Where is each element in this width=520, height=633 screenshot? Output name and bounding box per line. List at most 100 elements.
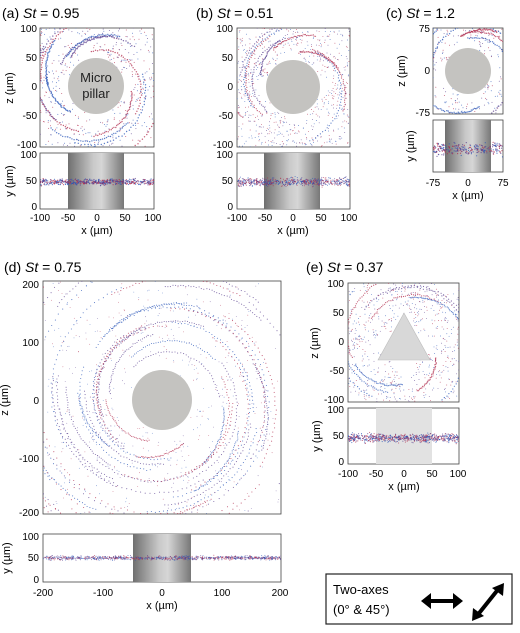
panel-c-title: (c) St = 1.2: [386, 5, 455, 21]
particle-dot: [312, 22, 313, 23]
particle-dot: [74, 49, 77, 51]
particle-dot: [148, 116, 150, 118]
particle-dot: [366, 62, 367, 63]
particle-dot: [264, 106, 266, 108]
particle-dot: [285, 185, 287, 187]
particle-dot: [163, 53, 164, 54]
particle-dot: [353, 71, 354, 72]
particle-dot: [301, 177, 303, 179]
particle-dot: [425, 58, 426, 59]
particle-dot: [261, 43, 263, 45]
particle-dot: [45, 72, 48, 74]
particle-dot: [101, 49, 103, 51]
particle-dot: [45, 107, 47, 110]
particle-dot: [147, 181, 149, 183]
particle-dot: [452, 103, 454, 105]
particle-dot: [134, 122, 137, 124]
particle-dot: [229, 131, 230, 132]
particle-dot: [261, 58, 263, 60]
particle-dot: [52, 179, 54, 182]
tick-label: 50: [119, 213, 131, 224]
particle-dot: [147, 89, 149, 91]
particle-dot: [360, 38, 361, 39]
particle-dot: [57, 181, 59, 183]
particle-dot: [457, 28, 459, 29]
particle-dot: [154, 118, 155, 119]
particle-dot: [63, 23, 64, 24]
particle-dot: [357, 36, 358, 37]
particle-dot: [248, 58, 251, 60]
particle-dot: [45, 75, 47, 78]
particle-dot: [431, 74, 432, 75]
particle-dot: [255, 146, 257, 147]
particle-dot: [284, 180, 286, 182]
particle-dot: [339, 94, 341, 96]
particle-dot: [317, 52, 319, 55]
particle-dot: [275, 62, 277, 64]
particle-dot: [336, 19, 337, 20]
particle-dot: [419, 59, 420, 60]
particle-dot: [269, 180, 271, 182]
particle-dot: [262, 74, 264, 76]
particle-dot: [328, 58, 330, 60]
particle-dot: [447, 25, 448, 26]
particle-dot: [49, 182, 51, 185]
particle-dot: [47, 120, 49, 122]
particle-dot: [504, 71, 505, 72]
particle-dot: [143, 100, 145, 103]
particle-dot: [113, 16, 114, 17]
particle-dot: [45, 74, 47, 77]
particle-dot: [320, 20, 321, 21]
particle-dot: [84, 33, 86, 34]
particle-dot: [499, 47, 501, 49]
particle-dot: [471, 109, 473, 111]
particle-dot: [312, 52, 314, 54]
particle-dot: [261, 143, 263, 145]
particle-dot: [54, 28, 56, 30]
particle-dot: [348, 179, 350, 181]
particle-dot: [252, 78, 254, 80]
particle-dot: [245, 106, 247, 108]
particle-dot: [40, 28, 42, 29]
particle-dot: [136, 99, 138, 101]
particle-dot: [76, 44, 78, 46]
particle-dot: [369, 105, 370, 106]
particle-dot: [448, 56, 450, 58]
particle-dot: [245, 77, 247, 79]
particle-dot: [130, 126, 132, 128]
particle-dot: [118, 122, 121, 125]
particle-dot: [152, 38, 154, 40]
particle-dot: [162, 136, 163, 137]
particle-dot: [321, 179, 323, 181]
particle-dot: [159, 103, 160, 104]
panel-c-side-particles: [433, 141, 503, 158]
particle-dot: [265, 110, 268, 112]
particle-dot: [40, 80, 42, 82]
particle-dot: [99, 36, 102, 39]
particle-dot: [261, 113, 263, 115]
particle-dot: [474, 111, 476, 112]
particle-dot: [157, 45, 158, 46]
particle-dot: [262, 75, 264, 77]
particle-dot: [330, 179, 332, 181]
particle-dot: [442, 49, 444, 51]
particle-dot: [358, 90, 359, 91]
particle-dot: [478, 119, 479, 120]
particle-dot: [347, 185, 348, 187]
particle-dot: [264, 68, 266, 70]
particle-dot: [429, 81, 430, 82]
particle-dot: [225, 91, 226, 92]
particle-dot: [102, 14, 103, 15]
particle-dot: [440, 146, 442, 148]
particle-dot: [311, 25, 312, 26]
particle-dot: [150, 181, 152, 183]
particle-dot: [50, 127, 52, 129]
particle-dot: [321, 176, 323, 178]
particle-dot: [62, 100, 63, 102]
particle-dot: [311, 119, 313, 121]
particle-dot: [86, 120, 88, 122]
particle-dot: [355, 72, 356, 73]
particle-dot: [232, 96, 233, 97]
panel-c-pillar-side: [445, 120, 491, 172]
